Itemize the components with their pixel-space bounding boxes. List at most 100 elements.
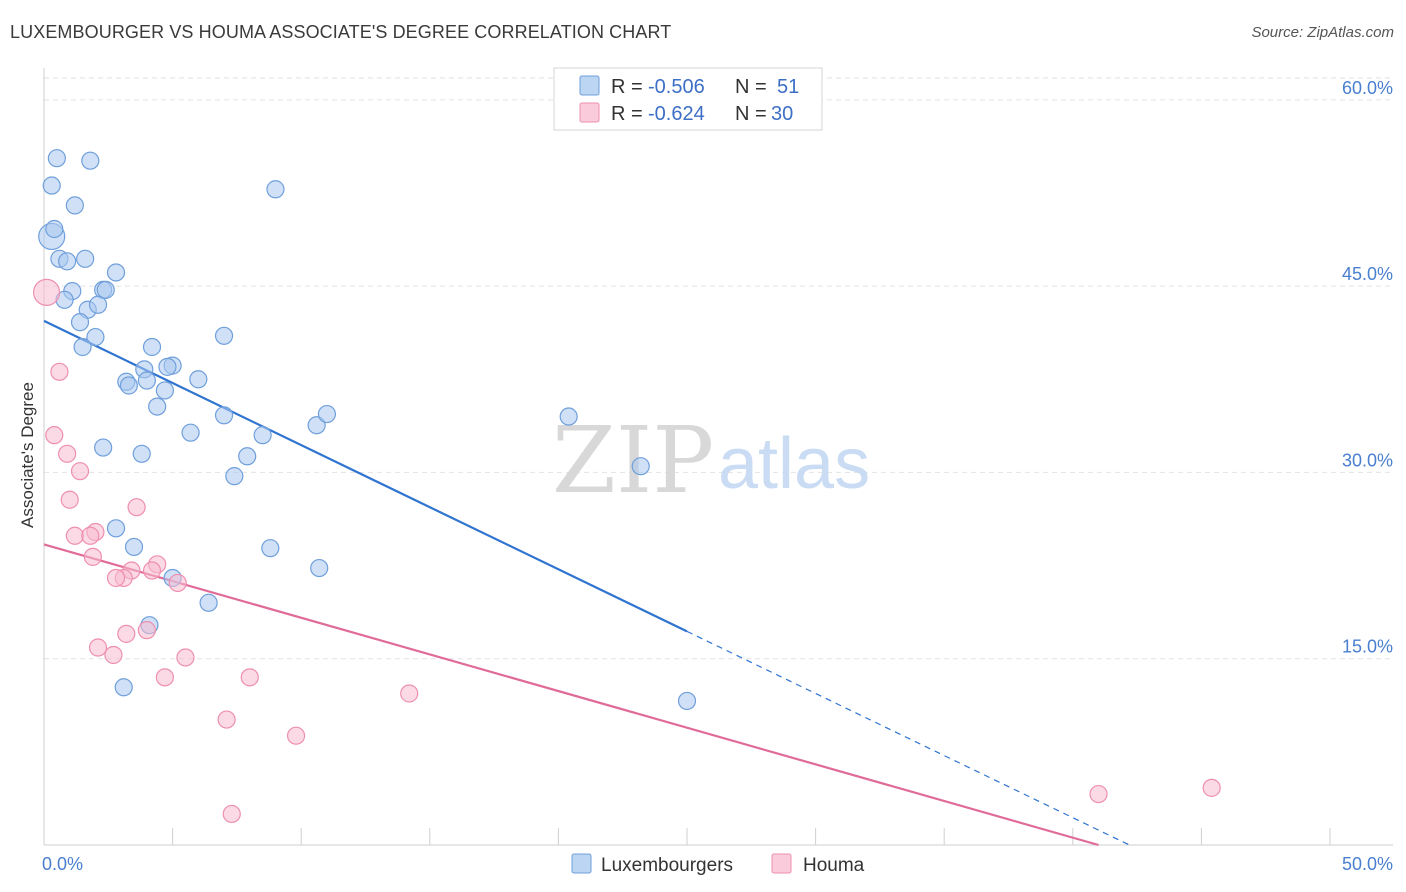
point-houma [60,490,79,509]
point-luxembourgers [106,263,126,282]
watermark-zip: ZIP [552,407,714,514]
point-luxembourgers [88,295,108,314]
point-houma [83,547,102,566]
point-luxembourgers [310,558,329,578]
legend-n-label-2: N = [735,103,767,125]
point-luxembourgers [119,376,138,395]
point-houma [117,624,136,643]
point-luxembourgers [124,537,144,557]
trend-extension-luxembourgers [686,630,1133,847]
point-houma [88,638,108,657]
trend-lines [43,319,1133,847]
point-luxembourgers [631,457,650,476]
point-luxembourgers [58,252,77,271]
point-luxembourgers [47,149,66,168]
legend-r-value-2: -0.624 [648,103,705,125]
point-luxembourgers [677,691,697,711]
point-luxembourgers [214,406,234,425]
point-luxembourgers [189,370,208,389]
series-legend-label-houma: Houma [803,855,865,876]
series-legend-swatch-luxembourgers [571,853,592,874]
y-tick-label: 45.0% [1342,264,1393,284]
point-luxembourgers [81,151,100,170]
point-houma [127,498,146,517]
point-houma [155,668,174,687]
point-houma [222,804,241,824]
point-luxembourgers [114,678,133,697]
point-luxembourgers [76,249,95,268]
point-luxembourgers [96,280,115,299]
point-luxembourgers [86,327,105,347]
point-houma [32,278,61,306]
x-tick-label: 0.0% [42,854,83,874]
point-houma [217,710,236,729]
grid-lines [44,77,1393,660]
point-houma [176,648,195,667]
point-luxembourgers [142,337,162,357]
correlation-legend: R = -0.506 N = 51 R = -0.624 N = 30 [553,67,823,131]
chart-title: LUXEMBOURGER VS HOUMA ASSOCIATE'S DEGREE… [10,22,672,42]
point-luxembourgers [148,397,167,416]
point-luxembourgers [181,423,200,442]
point-houma [70,462,90,481]
point-houma [1089,784,1108,804]
point-houma [240,668,259,687]
x-tick-label: 50.0% [1342,854,1393,874]
point-houma [286,726,306,745]
point-luxembourgers [158,357,177,376]
point-luxembourgers [73,337,92,357]
point-houma [106,568,126,588]
y-tick-label: 30.0% [1342,450,1393,470]
point-luxembourgers [559,407,578,426]
series-legend: Luxembourgers Houma [571,853,865,876]
watermark-atlas: atlas [718,424,870,504]
point-luxembourgers [253,426,272,445]
point-houma [58,444,77,463]
watermark: ZIP atlas [552,407,870,514]
point-luxembourgers [42,176,61,195]
point-luxembourgers [132,444,151,463]
point-luxembourgers [317,404,337,424]
point-houma [1202,778,1221,797]
axes [43,68,1393,846]
x-tick-labels: 0.0% 50.0% [42,854,1393,874]
point-houma [104,645,123,665]
trend-line-houma [43,543,1099,847]
legend-n-value-2: 30 [771,103,793,125]
y-tick-labels: 15.0% 30.0% 45.0% 60.0% [1342,78,1393,657]
point-luxembourgers [238,447,257,466]
point-houma [168,573,187,593]
point-luxembourgers [225,467,244,486]
point-houma [81,526,100,545]
point-luxembourgers [199,593,218,612]
legend-swatch-houma [579,102,600,123]
point-luxembourgers [45,219,64,239]
point-houma [137,621,156,640]
legend-r-value-1: -0.506 [648,76,705,98]
point-luxembourgers [266,180,285,199]
point-houma [142,561,162,580]
legend-r-label-2: R = [611,103,643,125]
point-houma [65,526,84,545]
point-luxembourgers [261,539,280,558]
point-luxembourgers [214,326,234,345]
point-luxembourgers [94,438,113,457]
series-legend-swatch-houma [771,853,792,874]
x-ticks [43,828,1331,845]
chart-source: Source: ZipAtlas.com [1251,24,1394,41]
legend-n-value-1: 51 [777,76,799,98]
point-houma [50,362,69,381]
point-luxembourgers [137,371,156,390]
point-houma [400,684,419,703]
point-luxembourgers [307,416,326,435]
point-luxembourgers [106,519,126,538]
y-tick-label: 60.0% [1342,78,1393,98]
point-luxembourgers [70,313,90,332]
series-legend-label-luxembourgers: Luxembourgers [601,855,733,876]
legend-swatch-luxembourgers [579,75,600,96]
legend-r-label-1: R = [611,76,643,98]
point-houma [45,426,64,445]
legend-n-label-1: N = [735,76,767,98]
y-axis-title: Associate's Degree [18,382,37,528]
data-points [32,149,1221,824]
